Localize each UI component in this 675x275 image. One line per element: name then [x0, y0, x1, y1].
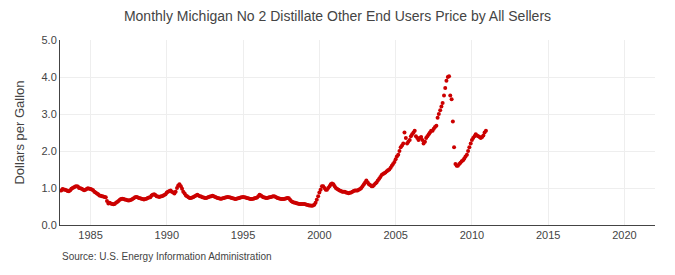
svg-text:3.0: 3.0	[42, 108, 57, 120]
svg-text:2000: 2000	[307, 229, 331, 241]
svg-text:2.0: 2.0	[42, 145, 57, 157]
svg-text:2010: 2010	[460, 229, 484, 241]
svg-text:1995: 1995	[231, 229, 255, 241]
svg-text:1985: 1985	[78, 229, 102, 241]
svg-text:2005: 2005	[383, 229, 407, 241]
svg-text:Dollars per Gallon: Dollars per Gallon	[12, 80, 27, 184]
svg-text:Monthly Michigan No 2 Distilla: Monthly Michigan No 2 Distillate Other E…	[124, 8, 551, 24]
svg-text:2020: 2020	[612, 229, 636, 241]
svg-text:0.0: 0.0	[42, 219, 57, 231]
svg-text:Source: U.S. Energy Informatio: Source: U.S. Energy Information Administ…	[62, 251, 272, 262]
svg-text:2015: 2015	[536, 229, 560, 241]
svg-text:5.0: 5.0	[42, 34, 57, 46]
svg-text:4.0: 4.0	[42, 71, 57, 83]
svg-text:1.0: 1.0	[42, 182, 57, 194]
svg-text:1990: 1990	[155, 229, 179, 241]
